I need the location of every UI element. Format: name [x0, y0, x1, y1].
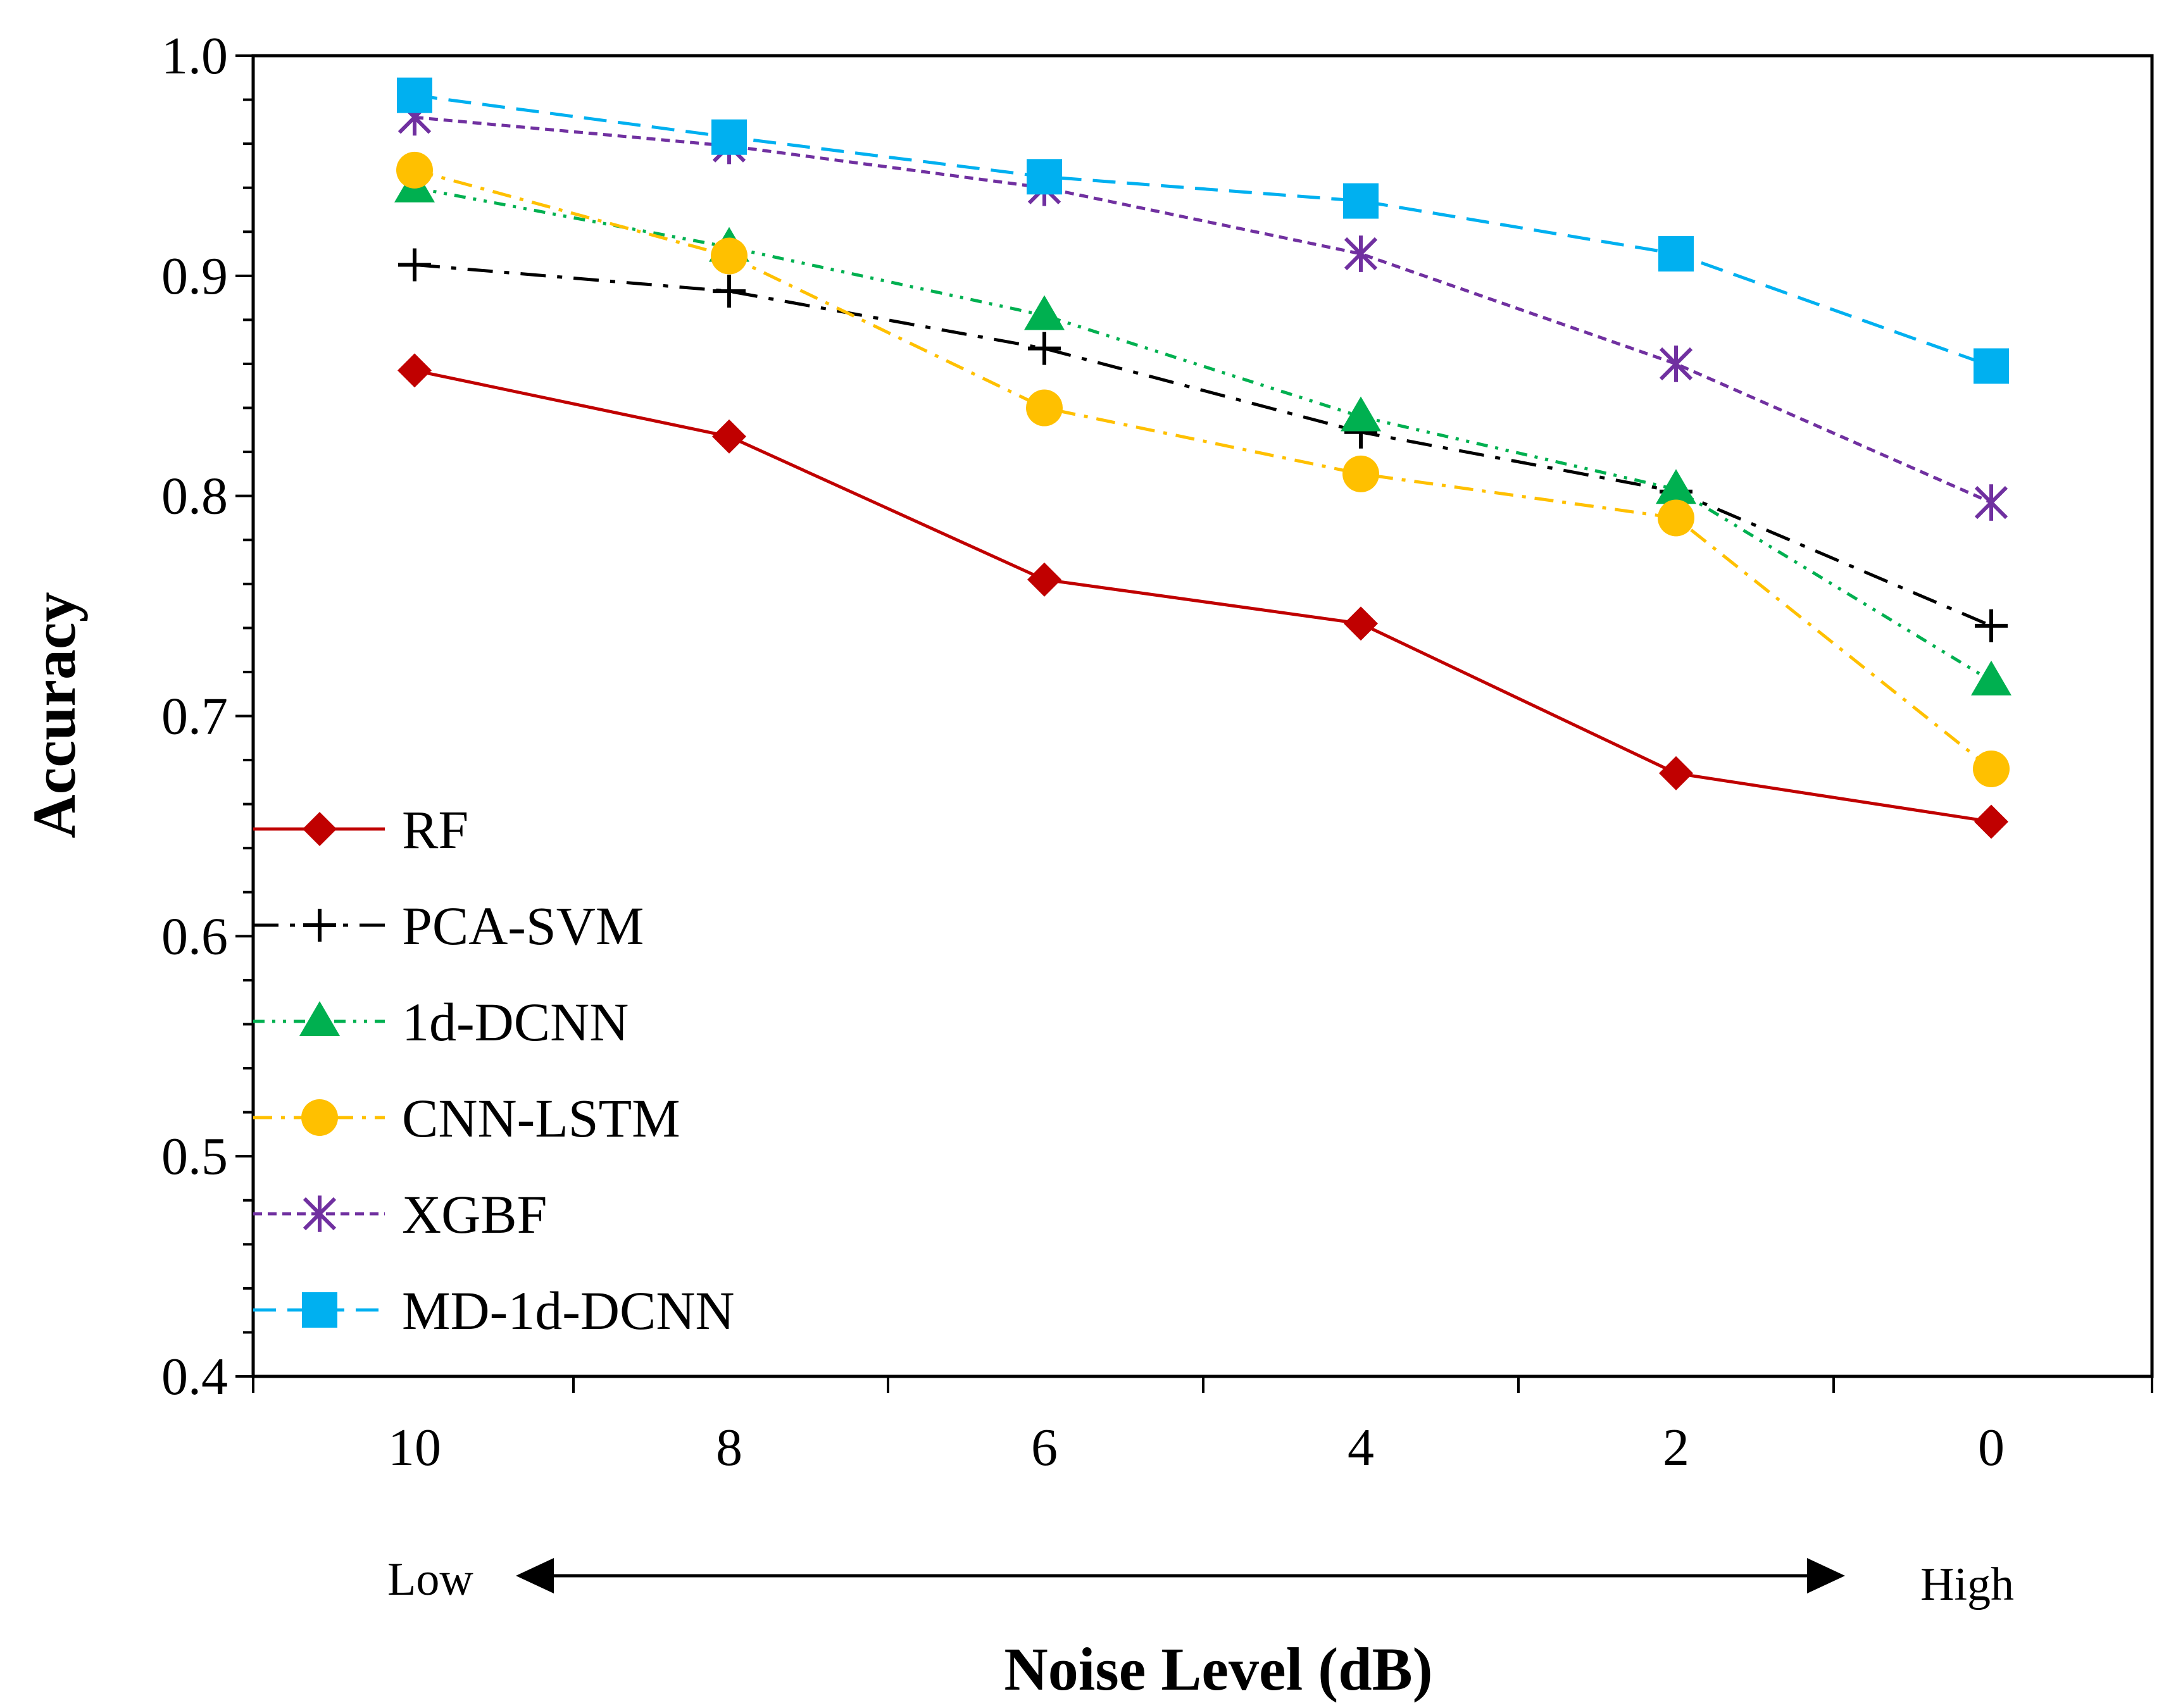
data-point-rf: [1659, 756, 1693, 790]
y-tick-label: 0.4: [161, 1347, 228, 1406]
arrow-left-head: [516, 1558, 554, 1593]
data-point-cnn-lstm: [1342, 455, 1379, 492]
series-line-md-1d-dcnn: [414, 94, 1992, 368]
legend-label-cnn-lstm: CNN-LSTM: [402, 1088, 680, 1149]
range-high-label: High: [1920, 1559, 2014, 1611]
y-tick-label: 0.6: [161, 907, 228, 966]
legend-marker-rf: [303, 812, 337, 846]
data-point-xgbf: [1659, 346, 1693, 382]
series-layer: [394, 77, 2011, 839]
data-point-cnn-lstm: [396, 151, 433, 189]
series-md-1d-dcnn: [397, 77, 2009, 384]
range-low-label: Low: [387, 1554, 473, 1605]
data-point-md-1d-dcnn: [1658, 236, 1694, 272]
data-point-md-1d-dcnn: [1974, 348, 2009, 384]
data-point-md-1d-dcnn: [397, 77, 432, 113]
data-point-1d-dcnn: [1341, 396, 1381, 432]
legend-entry-md-1d-dcnn: MD-1d-DCNN: [253, 1280, 735, 1341]
data-point-cnn-lstm: [1973, 750, 2010, 787]
noise-range-arrow: [516, 1558, 1845, 1593]
data-point-1d-dcnn: [1656, 469, 1696, 504]
data-point-pca-svm: [398, 248, 431, 282]
data-point-md-1d-dcnn: [711, 119, 747, 155]
legend-entry-pca-svm: PCA-SVM: [253, 895, 644, 956]
data-point-rf: [712, 419, 746, 454]
data-point-pca-svm: [713, 275, 746, 308]
series-line-pca-svm: [414, 263, 1992, 628]
legend-label-xgbf: XGBF: [402, 1184, 547, 1245]
y-tick-label: 0.7: [161, 687, 228, 746]
legend-entry-rf: RF: [253, 799, 468, 860]
series-pca-svm: [398, 248, 2008, 642]
x-axis: 10 8 6 4 2 0: [252, 1376, 2153, 1477]
legend-entry-1d-dcnn: 1d-DCNN: [253, 992, 629, 1052]
arrow-right-head: [1807, 1558, 1845, 1593]
y-tick-label: 0.5: [161, 1127, 228, 1186]
data-point-cnn-lstm: [1026, 389, 1063, 427]
series-cnn-lstm: [396, 151, 2010, 787]
y-axis: 0.4 0.5 0.6 0.7 0.8 0.9 1.0: [161, 27, 253, 1406]
data-point-rf: [1344, 606, 1378, 641]
data-point-cnn-lstm: [1658, 499, 1694, 537]
legend-label-1d-dcnn: 1d-DCNN: [402, 992, 629, 1052]
y-tick-label: 0.9: [161, 247, 228, 306]
data-point-1d-dcnn: [1024, 295, 1065, 330]
x-tick-label: 10: [388, 1418, 441, 1477]
series-line-1d-dcnn: [414, 186, 1993, 682]
legend-label-pca-svm: PCA-SVM: [402, 895, 644, 956]
data-point-rf: [397, 353, 432, 388]
y-axis-title: Accuracy: [20, 592, 88, 838]
legend: RF PCA-SVM 1d-DCNN CNN-LSTM XGBF MD-1d-DCNN: [253, 799, 735, 1341]
x-tick-label: 6: [1031, 1418, 1058, 1477]
plot-area-frame: [251, 54, 2154, 1378]
data-point-xgbf: [1344, 235, 1378, 272]
data-point-rf: [1974, 804, 2008, 839]
x-tick-label: 4: [1348, 1418, 1374, 1477]
series-1d-dcnn: [394, 167, 2011, 695]
x-tick-label: 0: [1978, 1418, 2005, 1477]
legend-marker-md-1d-dcnn: [302, 1292, 337, 1328]
series-rf: [397, 353, 2008, 839]
y-tick-label: 1.0: [161, 27, 228, 85]
legend-label-rf: RF: [402, 799, 468, 860]
x-tick-label: 2: [1663, 1418, 1689, 1477]
series-line-cnn-lstm: [414, 168, 1993, 770]
data-point-pca-svm: [1028, 332, 1061, 365]
series-line-xgbf: [414, 115, 1993, 504]
series-line-rf: [414, 368, 1992, 823]
legend-marker-1d-dcnn: [299, 1001, 340, 1037]
legend-entry-cnn-lstm: CNN-LSTM: [253, 1088, 680, 1149]
x-axis-title: Noise Level (dB): [1004, 1635, 1432, 1703]
legend-marker-cnn-lstm: [301, 1099, 338, 1136]
data-point-1d-dcnn: [1971, 660, 2011, 695]
legend-marker-xgbf: [303, 1195, 337, 1232]
legend-entry-xgbf: XGBF: [253, 1184, 547, 1245]
y-tick-label: 0.8: [161, 467, 228, 526]
legend-marker-pca-svm: [303, 909, 336, 942]
data-point-md-1d-dcnn: [1027, 159, 1062, 195]
data-point-md-1d-dcnn: [1343, 183, 1379, 219]
data-point-xgbf: [1974, 484, 2008, 521]
data-point-cnn-lstm: [711, 237, 748, 275]
data-point-pca-svm: [1975, 609, 2008, 642]
series-xgbf: [397, 99, 2008, 521]
x-tick-label: 8: [716, 1418, 742, 1477]
legend-label-md-1d-dcnn: MD-1d-DCNN: [402, 1280, 735, 1341]
data-point-rf: [1027, 562, 1061, 597]
